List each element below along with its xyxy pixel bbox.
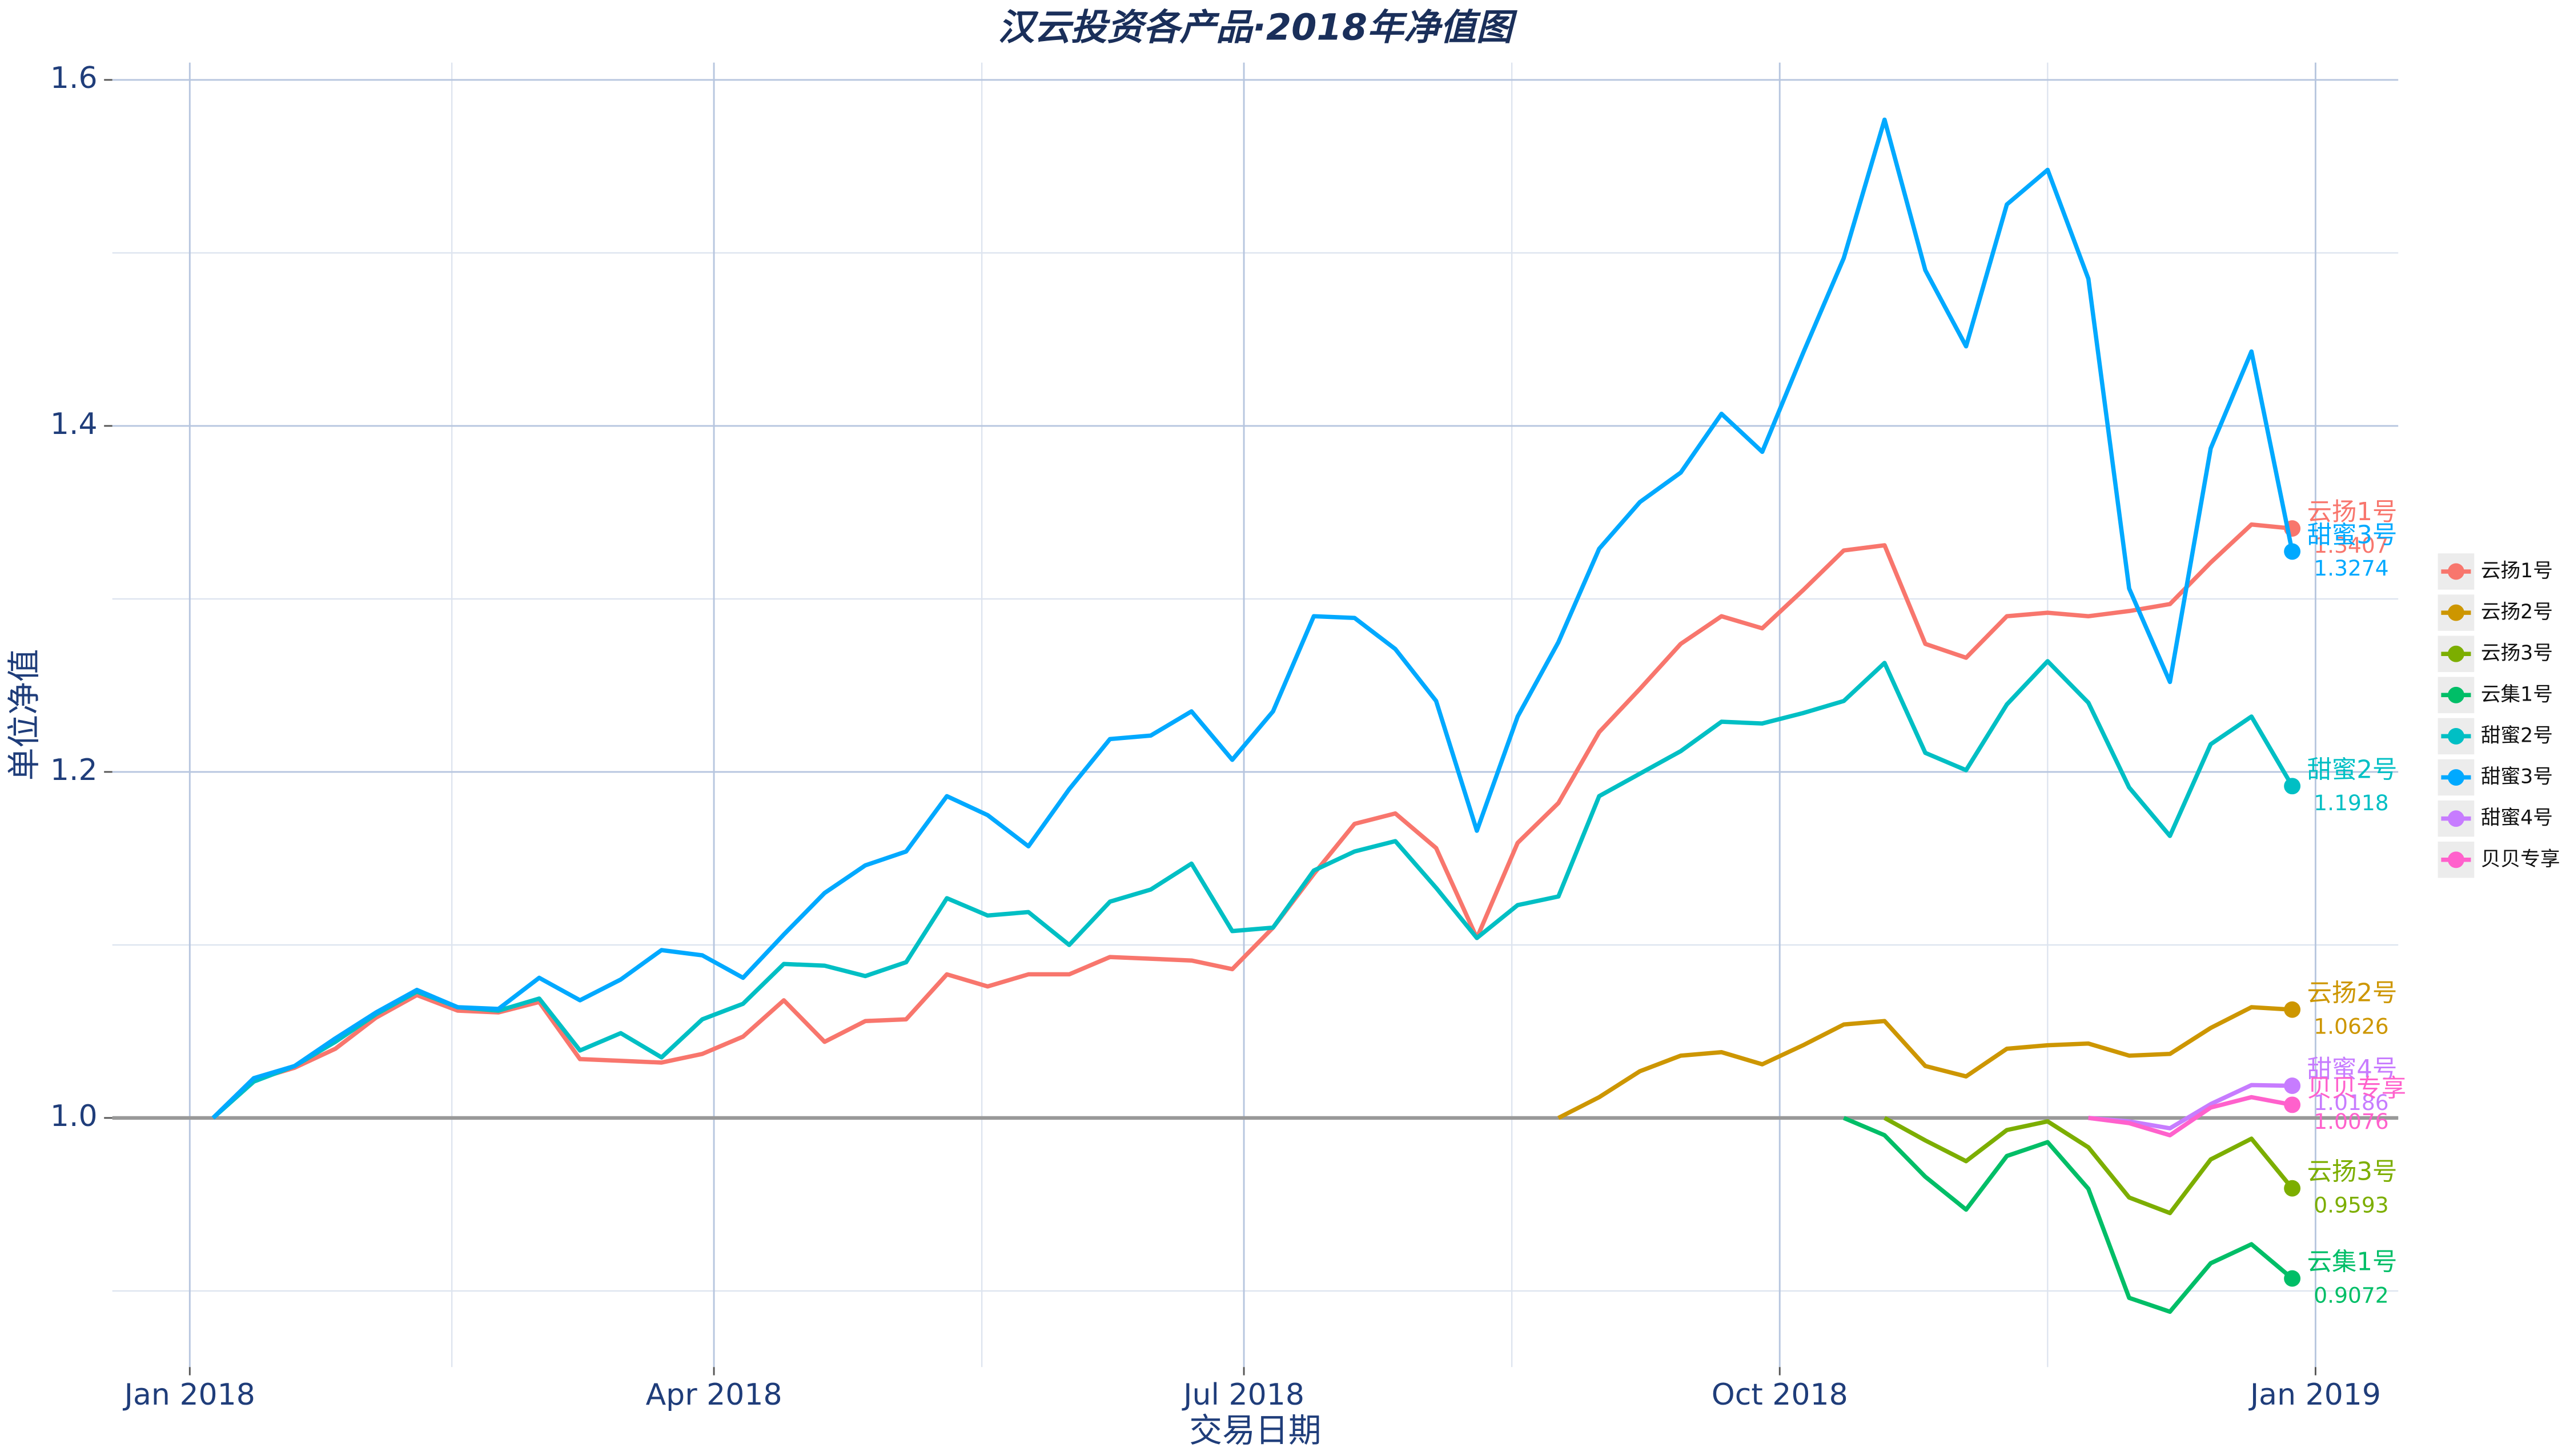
end-label-name: 云集1号 xyxy=(2307,1248,2398,1277)
end-label-value: 1.0076 xyxy=(2314,1109,2388,1134)
end-label-name: 甜蜜2号 xyxy=(2307,755,2398,784)
series-line xyxy=(1883,1116,2294,1216)
legend-label: 甜蜜3号 xyxy=(2481,766,2553,789)
legend-key-dot xyxy=(2447,769,2464,786)
series-line xyxy=(211,522,2292,1120)
end-label-name: 甜蜜3号 xyxy=(2307,521,2398,549)
series-line xyxy=(1557,1005,2292,1120)
end-point xyxy=(2284,1001,2301,1018)
end-label-name: 云扬3号 xyxy=(2307,1158,2398,1186)
end-point xyxy=(2284,778,2301,795)
legend-key-dot xyxy=(2447,810,2464,827)
legend-key-dot xyxy=(2447,563,2464,580)
end-point xyxy=(2284,1077,2301,1094)
series-line xyxy=(211,117,2295,1120)
end-label-value: 1.3274 xyxy=(2314,556,2388,581)
legend-key-dot xyxy=(2447,851,2464,868)
legend-label: 贝贝专享 xyxy=(2481,848,2560,871)
y-tick-label: 1.2 xyxy=(50,753,98,787)
end-point xyxy=(2284,1096,2301,1113)
end-label-value: 1.1918 xyxy=(2314,790,2388,815)
end-label-value: 0.9072 xyxy=(2314,1282,2388,1308)
end-label-value: 1.0626 xyxy=(2314,1013,2388,1039)
legend-label: 云扬1号 xyxy=(2481,560,2553,582)
x-tick-label: Oct 2018 xyxy=(1712,1378,1848,1412)
chart-title: 汉云投资各产品·2018年净值图 xyxy=(998,6,1517,49)
end-point xyxy=(2284,1270,2301,1287)
legend-label: 云扬3号 xyxy=(2481,642,2553,665)
end-label-value: 1.3407 xyxy=(2314,533,2388,558)
end-label-name: 云扬1号 xyxy=(2307,498,2398,526)
end-point xyxy=(2284,1180,2301,1197)
x-tick-label: Jan 2018 xyxy=(123,1378,255,1412)
y-axis-title: 单位净值 xyxy=(5,649,43,781)
legend-key-dot xyxy=(2447,686,2464,703)
x-axis-title: 交易日期 xyxy=(1189,1411,1321,1450)
x-tick-label: Jul 2018 xyxy=(1182,1378,1304,1412)
end-label-name: 贝贝专享 xyxy=(2307,1074,2406,1103)
y-tick-label: 1.0 xyxy=(50,1099,98,1133)
end-label-name: 云扬2号 xyxy=(2307,979,2398,1008)
end-point xyxy=(2284,543,2301,560)
series-line xyxy=(2088,1095,2293,1137)
end-label-name: 甜蜜4号 xyxy=(2307,1055,2398,1084)
legend-label: 甜蜜4号 xyxy=(2481,807,2553,830)
x-tick-label: Apr 2018 xyxy=(646,1378,782,1412)
legend-key-dot xyxy=(2447,604,2464,621)
series-line xyxy=(211,659,2294,1120)
legend-key-dot xyxy=(2447,645,2464,662)
legend-label: 云扬2号 xyxy=(2481,601,2553,624)
end-label-value: 0.9593 xyxy=(2314,1192,2388,1217)
y-tick-label: 1.4 xyxy=(50,407,98,441)
end-label-value: 1.0186 xyxy=(2314,1090,2388,1115)
x-tick-label: Jan 2019 xyxy=(2248,1378,2381,1412)
series-line xyxy=(1842,1116,2294,1314)
legend-label: 甜蜜2号 xyxy=(2481,724,2553,747)
y-tick-label: 1.6 xyxy=(50,61,98,95)
legend-key-dot xyxy=(2447,728,2464,745)
legend-label: 云集1号 xyxy=(2481,683,2553,706)
